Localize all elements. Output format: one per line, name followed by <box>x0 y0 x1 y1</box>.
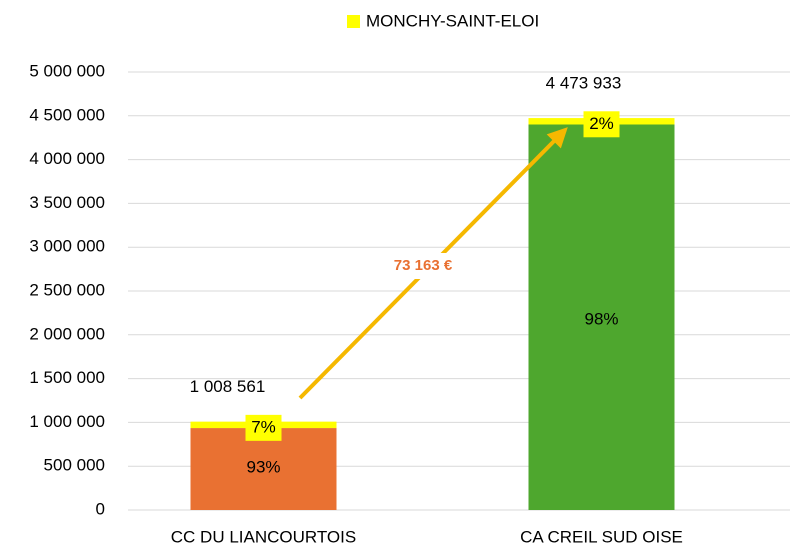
y-tick-label: 1 500 000 <box>29 368 105 387</box>
bar-segment <box>190 428 337 510</box>
bar-segment <box>528 124 675 510</box>
data-label: 2% <box>589 114 614 133</box>
y-tick-label: 2 500 000 <box>29 280 105 299</box>
y-tick-label: 1 000 000 <box>29 412 105 431</box>
data-label: 93% <box>246 457 280 476</box>
y-tick-label: 500 000 <box>44 456 105 475</box>
y-tick-label: 4 000 000 <box>29 149 105 168</box>
data-label: 98% <box>584 310 618 329</box>
annotation-bg <box>380 253 466 279</box>
y-tick-label: 4 500 000 <box>29 105 105 124</box>
legend-label: MONCHY-SAINT-ELOI <box>366 11 539 30</box>
annotation: 73 163 € <box>394 257 453 274</box>
y-tick-label: 3 000 000 <box>29 237 105 256</box>
data-label: 7% <box>251 417 276 436</box>
y-tick-label: 2 000 000 <box>29 324 105 343</box>
x-tick-label: CC DU LIANCOURTOIS <box>171 527 356 546</box>
total-label: 4 473 933 <box>546 74 622 93</box>
x-tick-label: CA CREIL SUD OISE <box>520 527 683 546</box>
y-tick-label: 3 500 000 <box>29 193 105 212</box>
y-tick-label: 0 <box>96 499 105 518</box>
label-box <box>583 111 620 138</box>
total-label: 1 008 561 <box>190 377 266 396</box>
y-tick-label: 5 000 000 <box>29 61 105 80</box>
label-box <box>245 414 282 441</box>
legend-swatch <box>347 15 360 28</box>
